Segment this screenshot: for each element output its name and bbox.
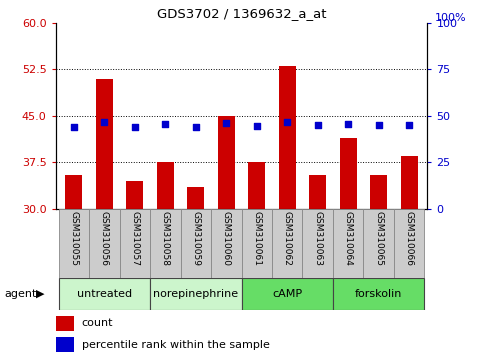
Point [100, 120, 108, 125]
Bar [370, 175, 387, 209]
Bar [181, 209, 211, 278]
Text: GSM310058: GSM310058 [161, 211, 170, 266]
Bar [333, 278, 425, 310]
Bar [333, 209, 363, 278]
Point [192, 124, 199, 130]
Point [344, 121, 352, 127]
Bar [58, 209, 89, 278]
Text: forskolin: forskolin [355, 289, 402, 299]
Point [70, 124, 78, 130]
Bar [309, 175, 326, 209]
Point [161, 121, 169, 127]
Bar [127, 181, 143, 209]
Text: GSM310062: GSM310062 [283, 211, 292, 266]
Bar [56, 316, 74, 331]
Bar [401, 156, 417, 209]
Text: untreated: untreated [77, 289, 132, 299]
Bar [150, 209, 181, 278]
Text: agent: agent [5, 289, 37, 299]
Bar [56, 337, 74, 352]
Text: GSM310055: GSM310055 [70, 211, 78, 266]
Point [314, 122, 322, 128]
Bar [58, 278, 150, 310]
Bar [66, 175, 82, 209]
Bar [363, 209, 394, 278]
Point [375, 122, 383, 128]
Point [405, 122, 413, 128]
Text: GSM310059: GSM310059 [191, 211, 200, 266]
Point [253, 123, 261, 129]
Bar [157, 162, 174, 209]
Text: GSM310056: GSM310056 [100, 211, 109, 266]
Text: count: count [82, 318, 113, 329]
Text: 100%: 100% [435, 13, 467, 23]
Text: percentile rank within the sample: percentile rank within the sample [82, 339, 270, 350]
Bar [302, 209, 333, 278]
Title: GDS3702 / 1369632_a_at: GDS3702 / 1369632_a_at [157, 7, 326, 21]
Bar [242, 278, 333, 310]
Text: GSM310060: GSM310060 [222, 211, 231, 266]
Text: ▶: ▶ [36, 289, 45, 299]
Bar [218, 116, 235, 209]
Bar [248, 162, 265, 209]
Bar [150, 278, 242, 310]
Text: GSM310064: GSM310064 [344, 211, 353, 266]
Bar [187, 187, 204, 209]
Point [131, 124, 139, 130]
Text: norepinephrine: norepinephrine [153, 289, 238, 299]
Text: GSM310066: GSM310066 [405, 211, 413, 266]
Bar [279, 67, 296, 209]
Text: cAMP: cAMP [272, 289, 302, 299]
Bar [272, 209, 302, 278]
Bar [89, 209, 120, 278]
Point [284, 120, 291, 125]
Bar [394, 209, 425, 278]
Bar [120, 209, 150, 278]
Text: GSM310061: GSM310061 [252, 211, 261, 266]
Text: GSM310065: GSM310065 [374, 211, 383, 266]
Point [222, 120, 230, 126]
Text: GSM310063: GSM310063 [313, 211, 322, 266]
Text: GSM310057: GSM310057 [130, 211, 139, 266]
Bar [340, 138, 356, 209]
Bar [96, 79, 113, 209]
Bar [242, 209, 272, 278]
Bar [211, 209, 242, 278]
